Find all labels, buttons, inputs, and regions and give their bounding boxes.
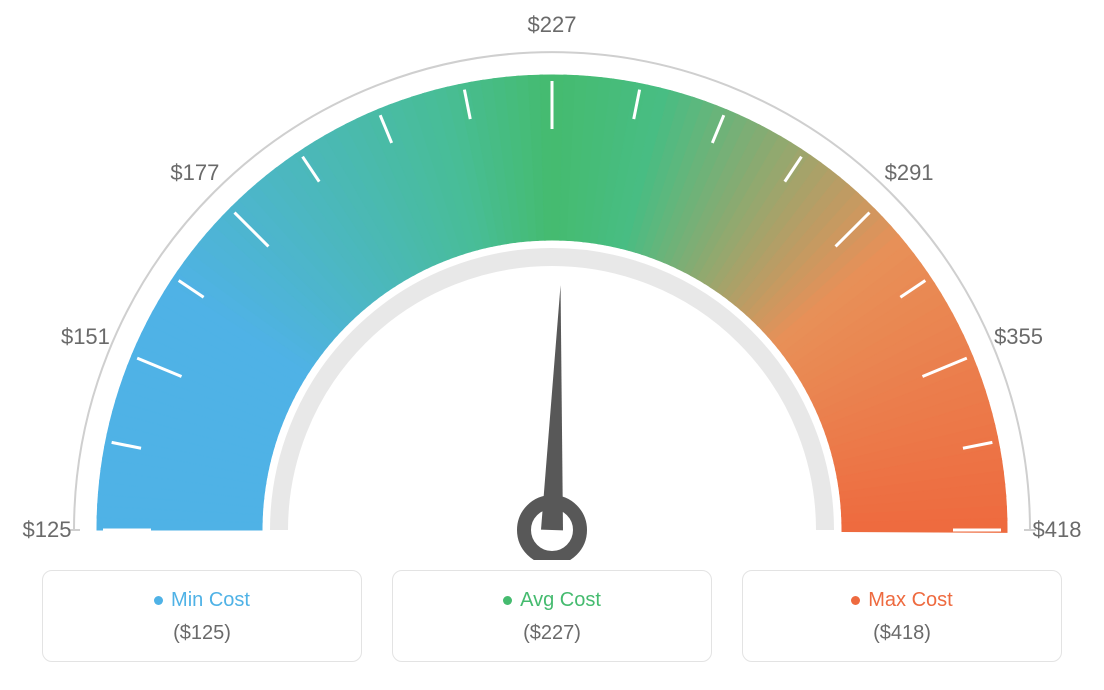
tick-label: $227 <box>528 12 577 38</box>
legend-value-min: ($125) <box>53 622 351 645</box>
legend-label-max: Max Cost <box>868 589 952 612</box>
legend-value-avg: ($227) <box>403 622 701 645</box>
gauge-chart: $125 $151 $177 $227 $291 $355 $418 <box>0 0 1104 560</box>
legend-label-avg: Avg Cost <box>520 589 601 612</box>
tick-label: $151 <box>61 324 110 350</box>
tick-label: $291 <box>885 160 934 186</box>
legend-value-max: ($418) <box>753 622 1051 645</box>
legend-dot-max <box>851 596 860 605</box>
legend-label-min: Min Cost <box>171 589 250 612</box>
tick-label: $355 <box>994 324 1043 350</box>
tick-label: $177 <box>170 160 219 186</box>
legend-title-min: Min Cost <box>154 589 250 612</box>
legend-row: Min Cost ($125) Avg Cost ($227) Max Cost… <box>0 570 1104 662</box>
legend-dot-min <box>154 596 163 605</box>
legend-card-avg: Avg Cost ($227) <box>392 570 712 662</box>
gauge-svg <box>0 0 1104 560</box>
legend-title-max: Max Cost <box>851 589 952 612</box>
tick-label: $418 <box>1033 517 1082 543</box>
legend-dot-avg <box>503 596 512 605</box>
legend-title-avg: Avg Cost <box>503 589 601 612</box>
tick-label: $125 <box>23 517 72 543</box>
legend-card-max: Max Cost ($418) <box>742 570 1062 662</box>
legend-card-min: Min Cost ($125) <box>42 570 362 662</box>
gauge-needle <box>541 285 563 530</box>
